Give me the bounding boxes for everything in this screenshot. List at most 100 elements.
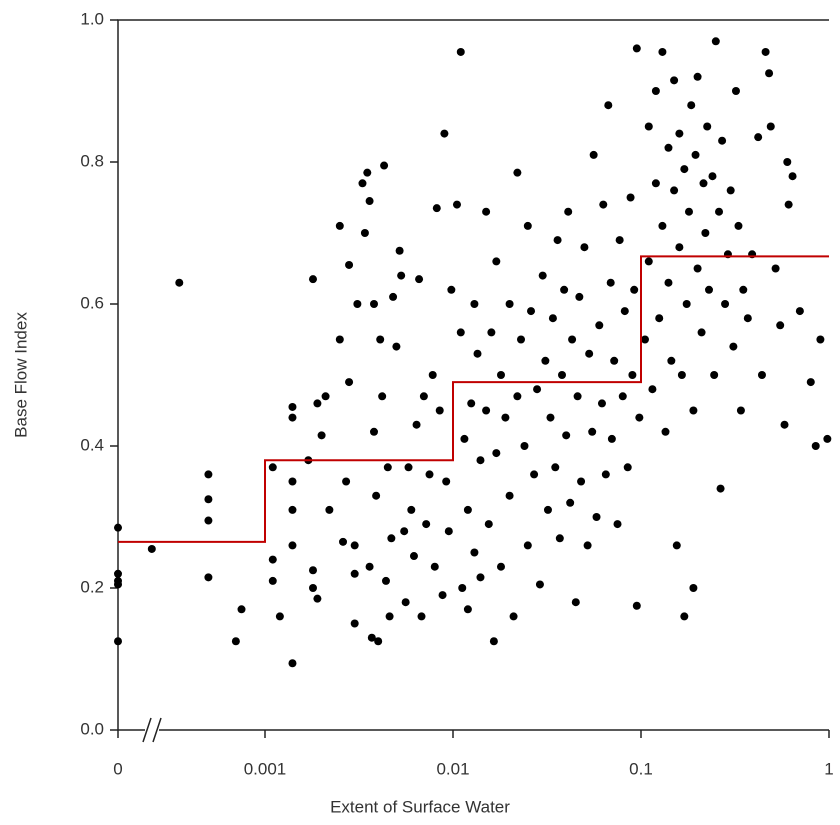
point — [530, 470, 539, 479]
point — [597, 399, 606, 408]
point — [626, 193, 635, 202]
point — [114, 523, 122, 532]
point — [513, 168, 522, 177]
point — [308, 275, 317, 284]
point — [268, 576, 277, 585]
point — [147, 544, 156, 553]
point — [372, 491, 381, 500]
point — [816, 335, 825, 344]
point — [667, 356, 676, 365]
point — [604, 101, 613, 110]
point — [501, 413, 510, 422]
point — [492, 449, 501, 458]
y-tick-label: 0.0 — [80, 719, 104, 738]
point — [369, 300, 378, 308]
point — [632, 601, 641, 610]
point — [237, 605, 246, 614]
point — [321, 392, 330, 401]
point — [345, 378, 354, 387]
x-tick-label: 0.01 — [436, 759, 469, 778]
point — [677, 371, 686, 379]
point — [583, 541, 592, 550]
point — [350, 619, 359, 628]
point — [412, 420, 421, 429]
point — [407, 505, 416, 514]
point — [360, 229, 369, 237]
point — [651, 179, 660, 188]
point — [703, 122, 712, 131]
point — [595, 321, 604, 330]
point — [438, 591, 447, 600]
point — [456, 47, 465, 56]
point — [766, 122, 775, 131]
point — [380, 161, 389, 170]
point — [467, 399, 476, 408]
point — [470, 300, 479, 308]
point — [644, 122, 653, 131]
point — [458, 584, 467, 592]
point — [422, 520, 431, 529]
point — [339, 537, 348, 546]
point — [385, 612, 394, 621]
point — [308, 584, 317, 592]
point — [697, 328, 706, 337]
point — [765, 69, 774, 78]
point — [430, 562, 439, 571]
point — [761, 47, 770, 56]
point — [378, 392, 387, 401]
point — [335, 335, 344, 344]
point — [553, 236, 562, 245]
point — [288, 541, 297, 550]
point — [548, 314, 557, 323]
point — [473, 349, 482, 358]
point — [721, 300, 730, 308]
point — [425, 470, 434, 479]
point — [664, 278, 673, 287]
point — [613, 520, 622, 529]
point — [675, 243, 684, 252]
point — [325, 505, 334, 514]
point — [369, 427, 378, 436]
point — [363, 168, 372, 177]
point — [555, 534, 564, 543]
point — [523, 221, 532, 230]
axis-break-gap — [145, 726, 159, 734]
point — [784, 200, 793, 209]
point — [691, 150, 700, 159]
point — [606, 278, 615, 287]
point — [397, 271, 406, 280]
point — [806, 378, 815, 387]
x-tick-label: 1 — [824, 759, 833, 778]
point — [588, 427, 597, 436]
point — [651, 87, 660, 95]
point — [470, 548, 479, 557]
point — [711, 37, 720, 46]
point — [345, 260, 354, 269]
point — [381, 576, 390, 585]
point — [675, 129, 684, 138]
point — [655, 314, 664, 323]
point — [615, 236, 624, 245]
point — [726, 186, 735, 195]
point — [452, 200, 461, 209]
point — [392, 342, 401, 351]
point — [628, 371, 637, 379]
point — [757, 371, 766, 379]
point — [560, 285, 569, 294]
point — [680, 165, 689, 174]
point — [754, 133, 763, 142]
point — [395, 246, 404, 255]
point — [204, 470, 213, 479]
point — [715, 207, 724, 216]
point — [383, 463, 392, 472]
point — [672, 541, 681, 550]
point — [670, 76, 679, 85]
axis-break — [152, 717, 162, 743]
point — [419, 392, 428, 401]
point — [204, 573, 213, 582]
point — [435, 406, 444, 415]
point — [623, 463, 632, 472]
point — [580, 243, 589, 252]
point — [687, 101, 696, 110]
point — [701, 229, 710, 237]
